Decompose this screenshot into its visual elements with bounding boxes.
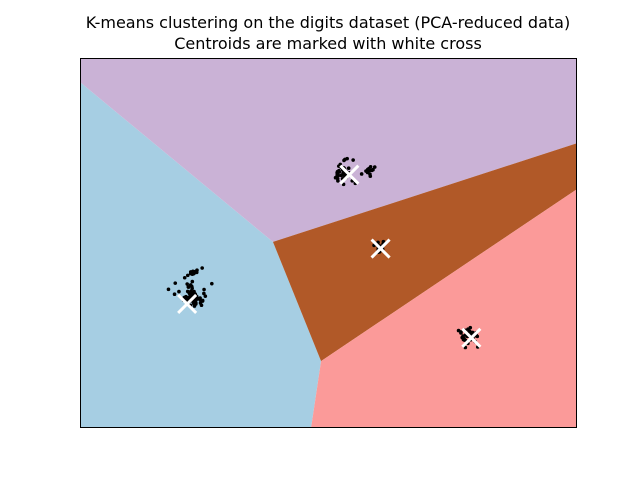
data-point xyxy=(367,166,371,171)
data-point xyxy=(335,173,339,177)
data-point xyxy=(210,281,214,286)
data-point xyxy=(166,287,171,292)
decision-regions xyxy=(80,58,577,428)
data-point xyxy=(177,289,181,294)
data-point xyxy=(191,290,195,295)
cluster-region-3 xyxy=(272,143,577,362)
cluster-region-4 xyxy=(311,189,577,428)
centroid-markers xyxy=(177,164,482,348)
data-point xyxy=(202,291,206,296)
centroid-cross-3 xyxy=(370,238,391,259)
centroid-cross-4 xyxy=(461,327,482,348)
data-point xyxy=(185,273,190,278)
axes-frame xyxy=(80,58,577,428)
data-point xyxy=(333,175,338,180)
data-point xyxy=(186,285,191,289)
data-point xyxy=(345,156,349,161)
data-point xyxy=(371,167,375,172)
cluster-region-2 xyxy=(80,58,577,242)
data-point xyxy=(200,298,205,303)
chart-subtitle: Centroids are marked with white cross xyxy=(174,34,482,53)
data-point xyxy=(466,327,470,331)
data-point xyxy=(461,334,465,338)
cluster-region-1 xyxy=(80,82,322,428)
data-point xyxy=(351,158,355,162)
data-point xyxy=(203,294,208,298)
centroid-cross-2 xyxy=(339,164,360,185)
data-point xyxy=(192,304,197,308)
data-point xyxy=(202,287,206,292)
data-point xyxy=(173,281,178,285)
data-point xyxy=(185,282,189,286)
data-point xyxy=(190,279,195,284)
data-point xyxy=(342,158,346,163)
data-point xyxy=(459,330,463,334)
data-point xyxy=(341,171,345,176)
data-point xyxy=(346,166,351,171)
data-point xyxy=(359,172,364,176)
data-point xyxy=(200,266,204,270)
data-point xyxy=(475,334,480,339)
plot-area xyxy=(80,58,577,428)
data-point xyxy=(191,271,196,276)
data-point xyxy=(197,296,202,301)
data-point xyxy=(190,284,194,289)
centroid-cross-1 xyxy=(177,293,198,314)
data-point xyxy=(172,292,177,297)
data-point xyxy=(372,165,377,169)
data-point xyxy=(336,179,340,183)
data-point xyxy=(182,275,187,280)
chart-title: K-means clustering on the digits dataset… xyxy=(86,13,570,32)
data-point xyxy=(187,290,191,295)
